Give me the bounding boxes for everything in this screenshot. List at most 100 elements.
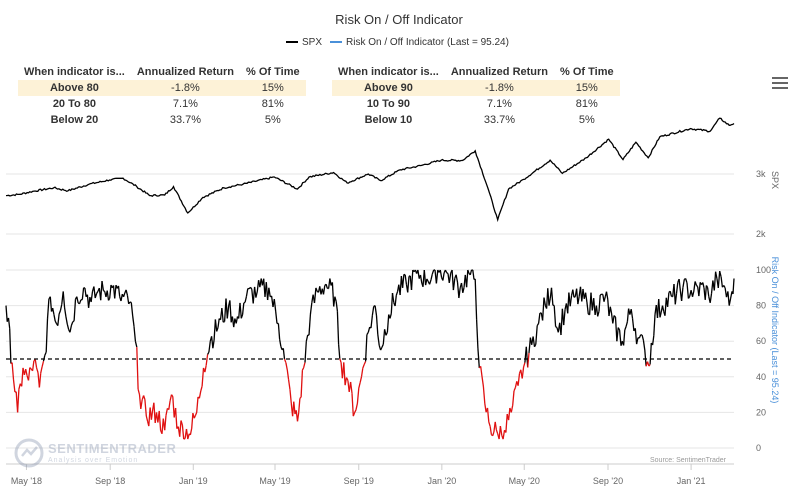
- indicator-series-segment: [300, 370, 304, 398]
- indicator-series-segment: [630, 309, 634, 319]
- indicator-series-segment: [285, 362, 288, 371]
- table-cell-return: 7.1%: [486, 98, 512, 110]
- indicator-series-segment: [164, 415, 167, 431]
- indicator-series-segment: [649, 342, 652, 365]
- indicator-series-segment: [344, 377, 348, 386]
- indicator-series-segment: [239, 302, 242, 319]
- indicator-series-segment: [371, 306, 375, 316]
- table-cell-time: 81%: [575, 98, 598, 110]
- indicator-series-segment: [382, 329, 386, 345]
- table-cell-label: 20 To 80: [52, 98, 97, 110]
- legend-label-spx[interactable]: SPX: [302, 37, 322, 48]
- indicator-series-segment: [512, 390, 515, 406]
- indicator-series-segment: [717, 271, 721, 288]
- indicator-series-segment: [49, 296, 53, 312]
- indicator-series-segment: [128, 301, 131, 305]
- indicator-y-tick-label: 40: [756, 372, 766, 382]
- indicator-series-segment: [394, 295, 397, 307]
- indicator-series-segment: [309, 302, 313, 315]
- indicator-series-segment: [11, 362, 15, 380]
- indicator-series-segment: [96, 291, 99, 294]
- table-header: Annualized Return: [450, 66, 549, 78]
- table-cell-label: Above 90: [332, 80, 445, 96]
- indicator-series-segment: [403, 273, 406, 276]
- indicator-series-segment: [335, 301, 339, 312]
- indicator-series-segment: [12, 379, 16, 393]
- indicator-series-segment: [174, 407, 178, 429]
- indicator-series-segment: [286, 369, 290, 380]
- indicator-series-segment: [477, 348, 480, 368]
- indicator-series-segment: [680, 287, 684, 301]
- indicator-series-segment: [363, 361, 367, 365]
- indicator-series-segment: [132, 315, 135, 327]
- indicator-series-segment: [144, 399, 147, 417]
- table-header: % Of Time: [246, 66, 300, 78]
- table-header-row: When indicator is... Annualized Return %…: [332, 64, 620, 80]
- indicator-series-segment: [52, 307, 55, 315]
- indicator-series-segment: [458, 287, 461, 299]
- indicator-series-segment: [653, 314, 656, 336]
- indicator-series-segment: [27, 367, 31, 381]
- indicator-series-segment: [90, 291, 94, 303]
- indicator-series-segment: [439, 269, 443, 278]
- indicator-series-segment: [385, 331, 388, 336]
- indicator-axis-title: Risk On / Off Indicator (Last = 95.24): [770, 257, 780, 404]
- indicator-series-segment: [107, 297, 111, 301]
- indicator-series-segment: [635, 337, 639, 345]
- table-cell-return: 33.7%: [483, 114, 516, 126]
- indicator-series-segment: [435, 269, 439, 284]
- indicator-series-segment: [355, 403, 359, 410]
- indicator-series-segment: [395, 291, 399, 296]
- table-cell-return: 33.7%: [169, 114, 202, 126]
- indicator-series-segment: [334, 296, 337, 302]
- sentimentrader-logo: SENTIMENTRADER Analysis over Emotion: [12, 438, 176, 468]
- indicator-series-segment: [380, 347, 383, 351]
- indicator-series-segment: [352, 412, 356, 417]
- indicator-series-segment: [351, 393, 354, 417]
- hamburger-menu-icon[interactable]: [772, 77, 788, 91]
- indicator-y-tick-label: 0: [756, 443, 761, 453]
- indicator-series-segment: [732, 278, 735, 295]
- indicator-series-segment: [573, 296, 576, 298]
- indicator-series-segment: [694, 281, 698, 286]
- indicator-series-segment: [375, 315, 379, 335]
- x-tick-label: Sep '19: [344, 476, 374, 486]
- table-header-row: When indicator is... Annualized Return %…: [18, 64, 306, 80]
- indicator-series-segment: [603, 296, 606, 302]
- legend-label-indicator[interactable]: Risk On / Off Indicator (Last = 95.24): [346, 37, 509, 48]
- indicator-series-segment: [66, 324, 70, 330]
- x-tick-label: Sep '20: [593, 476, 623, 486]
- indicator-y-tick-label: 80: [756, 301, 766, 311]
- indicator-series-segment: [134, 341, 138, 348]
- indicator-series-segment: [727, 291, 730, 306]
- indicator-series-segment: [537, 313, 541, 324]
- indicator-series-segment: [651, 335, 655, 346]
- indicator-series-segment: [313, 287, 317, 304]
- table-cell-label: 10 To 90: [366, 98, 411, 110]
- indicator-series-segment: [720, 276, 724, 288]
- indicator-series-segment: [331, 282, 335, 307]
- indicator-series-segment: [541, 297, 545, 321]
- indicator-series-segment: [364, 334, 368, 362]
- indicator-series-segment: [622, 329, 626, 346]
- x-tick-label: May '18: [11, 476, 42, 486]
- indicator-series-segment: [488, 421, 491, 427]
- indicator-series-segment: [648, 364, 651, 367]
- indicator-series-segment: [358, 382, 361, 389]
- indicator-series-segment: [423, 269, 427, 286]
- indicator-series-segment: [492, 431, 495, 437]
- indicator-series-segment: [714, 271, 718, 280]
- indicator-series-segment: [289, 389, 292, 404]
- indicator-series-segment: [44, 351, 47, 356]
- x-tick-label: May '19: [259, 476, 290, 486]
- indicator-series-segment: [386, 314, 390, 333]
- spx-series-line: [5, 117, 735, 223]
- indicator-series-segment: [277, 323, 281, 340]
- indicator-series-segment: [586, 301, 589, 315]
- indicator-series-segment: [618, 330, 622, 346]
- indicator-series-segment: [78, 299, 82, 305]
- indicator-series-segment: [172, 396, 175, 418]
- legend[interactable]: SPX Risk On / Off Indicator (Last = 95.2…: [286, 37, 509, 48]
- table-row: 10 To 90 7.1% 81%: [332, 96, 620, 112]
